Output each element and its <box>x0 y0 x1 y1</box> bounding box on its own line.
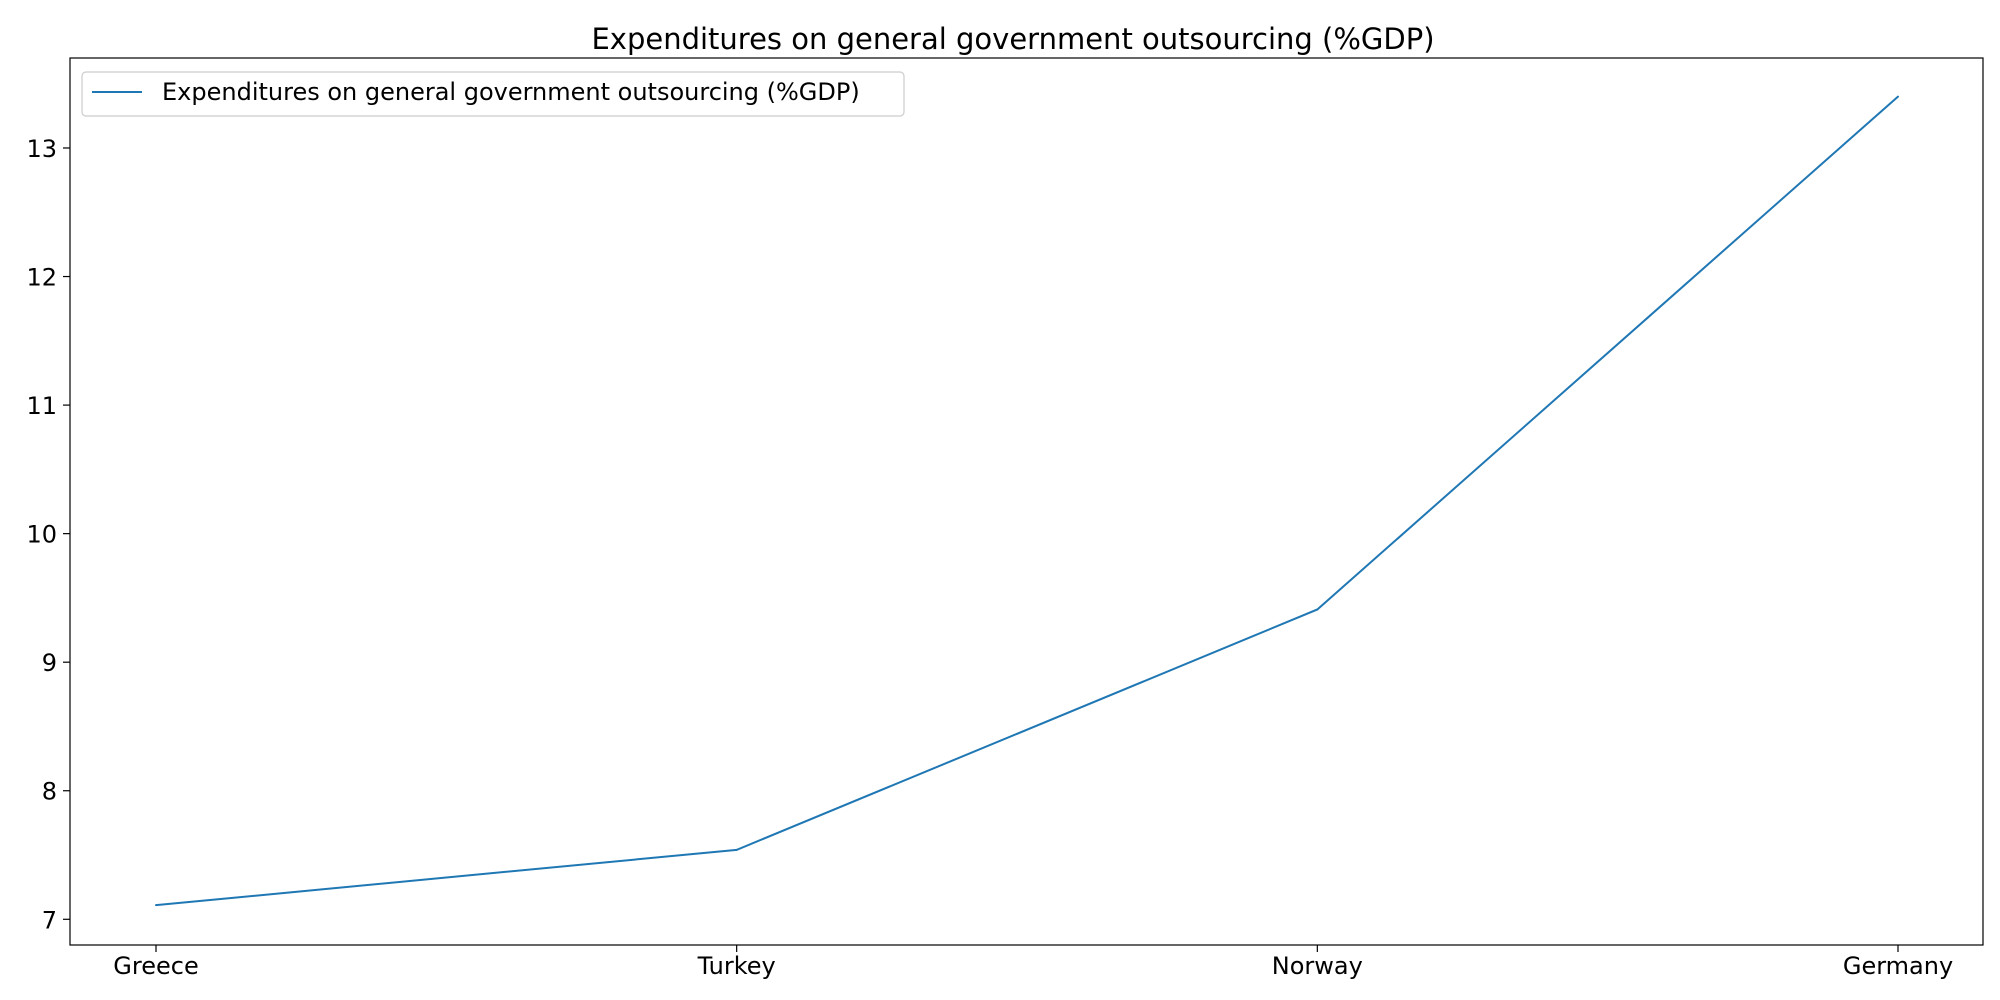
x-tick-label: Turkey <box>697 952 776 980</box>
y-tick-label: 13 <box>26 135 57 163</box>
series-line <box>155 95 1899 907</box>
x-tick-label: Greece <box>113 952 198 980</box>
y-tick-label: 12 <box>26 264 57 292</box>
legend-label: Expenditures on general government outso… <box>162 78 860 106</box>
x-axis: Greece Turkey Norway Germany <box>113 945 1953 980</box>
chart-title: Expenditures on general government outso… <box>591 22 1434 56</box>
y-tick-label: 8 <box>42 778 57 806</box>
x-tick-label: Germany <box>1843 952 1953 980</box>
plot-area: 7 8 9 10 11 12 13 Greece Turkey Norway Germany <box>26 57 1984 980</box>
y-tick-label: 11 <box>26 392 57 420</box>
y-tick-label: 9 <box>42 649 57 677</box>
y-tick-label: 7 <box>42 906 57 934</box>
data-point <box>155 904 157 907</box>
x-tick-label: Norway <box>1272 952 1363 980</box>
y-axis: 7 8 9 10 11 12 13 <box>26 135 70 934</box>
data-point <box>1897 95 1899 98</box>
data-point <box>1316 608 1319 611</box>
plot-frame <box>69 57 1984 946</box>
series-layer <box>155 95 1899 907</box>
data-point <box>735 848 738 851</box>
legend: Expenditures on general government outso… <box>81 71 905 117</box>
y-tick-label: 10 <box>26 521 57 549</box>
legend-box <box>81 71 905 117</box>
